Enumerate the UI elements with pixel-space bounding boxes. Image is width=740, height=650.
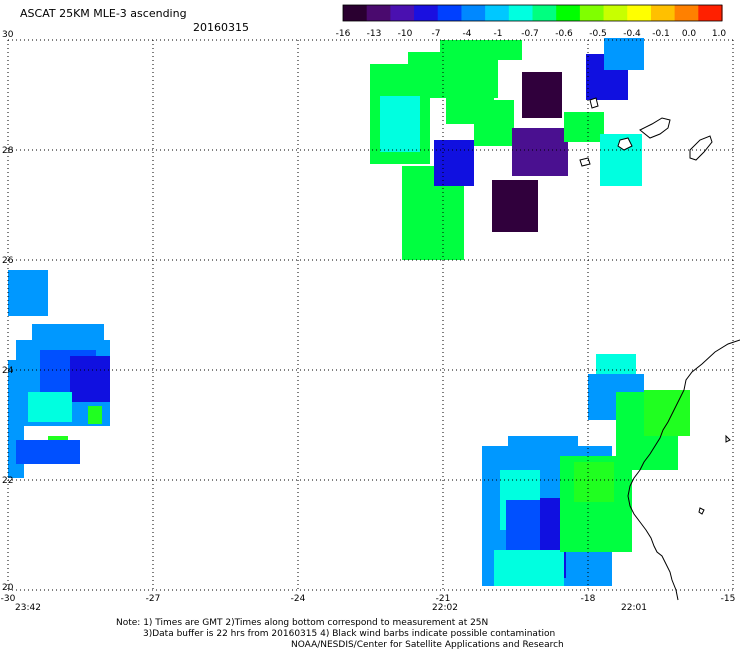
- colorbar-label: 0.0: [682, 29, 697, 39]
- lat-labels: 30 28 26 24 22 20: [2, 30, 14, 593]
- colorbar-swatch: [650, 5, 676, 21]
- swath-patch: [380, 96, 420, 152]
- pass-time: 22:02: [432, 603, 458, 613]
- colorbar-label: -0.1: [652, 29, 670, 39]
- colorbar-swatch: [532, 5, 557, 21]
- colorbar-swatch: [485, 5, 510, 21]
- colorbar-labels: -16 -13 -10 -7 -4 -1 -0.7 -0.6 -0.5 -0.4…: [336, 29, 727, 39]
- swath-patch: [16, 440, 80, 464]
- lat-label: 30: [2, 30, 14, 40]
- swath-patch: [604, 38, 644, 70]
- colorbar-label: -10: [398, 29, 413, 39]
- swath-patch: [564, 112, 604, 142]
- colorbar-swatch: [674, 5, 699, 21]
- swath-patch: [574, 462, 614, 502]
- colorbar-label: -13: [367, 29, 382, 39]
- colorbar-swatch: [390, 5, 415, 21]
- colorbar-label: -0.4: [623, 29, 641, 39]
- swath-patch: [28, 392, 72, 422]
- lon-label: -18: [581, 594, 596, 604]
- pass-time: 22:01: [621, 603, 647, 613]
- colorbar-swatch: [414, 5, 439, 21]
- pass-times: 23:42 22:02 22:01: [15, 603, 647, 613]
- swath-patch: [522, 72, 562, 118]
- coastline-africa: [627, 339, 740, 601]
- note-line-3: NOAA/NESDIS/Center for Satellite Applica…: [291, 640, 564, 650]
- colorbar-swatch: [343, 5, 368, 21]
- lon-label: -21: [436, 594, 451, 604]
- footer-note: Note: 1) Times are GMT 2)Times along bot…: [116, 618, 564, 650]
- swath-patch: [512, 128, 568, 176]
- colorbar-label: -4: [463, 29, 472, 39]
- colorbar: [342, 4, 723, 22]
- island-tenerife: [639, 117, 671, 139]
- colorbar-swatch: [508, 5, 534, 21]
- colorbar-label: -0.5: [589, 29, 607, 39]
- colorbar-label: -0.6: [555, 29, 573, 39]
- lat-label: 24: [2, 366, 14, 376]
- lon-label: -27: [146, 594, 161, 604]
- colorbar-swatch: [579, 5, 605, 21]
- colorbar-swatch: [627, 5, 652, 21]
- swath-patch: [88, 406, 102, 424]
- lon-label: -30: [1, 594, 16, 604]
- colorbar-frame: [342, 4, 723, 22]
- lat-label: 28: [2, 146, 14, 156]
- note-line-2: 3)Data buffer is 22 hrs from 20160315 4)…: [143, 629, 555, 639]
- coastline: [579, 97, 740, 601]
- swath-patch: [492, 180, 538, 232]
- colorbar-label: -7: [432, 29, 441, 39]
- colorbar-label: 1.0: [712, 29, 727, 39]
- swath-patch: [32, 324, 104, 344]
- note-line-1: Note: 1) Times are GMT 2)Times along bot…: [116, 618, 488, 628]
- pass-time: 23:42: [15, 603, 41, 613]
- lon-labels: -30 -27 -24 -21 -18 -15: [1, 594, 736, 604]
- lon-label: -15: [721, 594, 736, 604]
- lat-label: 20: [2, 583, 14, 593]
- islet-east: [725, 434, 731, 443]
- lat-label: 26: [2, 256, 14, 266]
- colorbar-label: -0.7: [521, 29, 539, 39]
- colorbar-swatch: [603, 5, 628, 21]
- swath-patch: [434, 140, 474, 186]
- colorbar-label: -1: [494, 29, 503, 39]
- swath-patch: [70, 356, 110, 402]
- swath-patch: [644, 390, 690, 436]
- islet-south: [698, 507, 705, 515]
- swath-patch: [494, 550, 564, 586]
- swath-patch: [474, 100, 514, 146]
- island-la-palma: [589, 97, 599, 109]
- island-gran-canaria: [617, 137, 633, 151]
- island-fuerteventura: [689, 135, 713, 161]
- product-title: ASCAT 25KM MLE-3 ascending: [20, 7, 187, 20]
- colorbar-swatch: [556, 5, 581, 21]
- lat-lon-grid: [7, 39, 734, 591]
- colorbar-swatch: [698, 5, 723, 21]
- swath-data: [8, 38, 690, 586]
- colorbar-swatch: [366, 5, 391, 21]
- product-date: 20160315: [193, 21, 249, 34]
- colorbar-label: -16: [336, 29, 351, 39]
- swath-patch: [8, 270, 48, 316]
- lon-label: -24: [291, 594, 306, 604]
- colorbar-swatch: [437, 5, 463, 21]
- colorbar-swatch: [461, 5, 486, 21]
- lat-label: 22: [2, 476, 13, 486]
